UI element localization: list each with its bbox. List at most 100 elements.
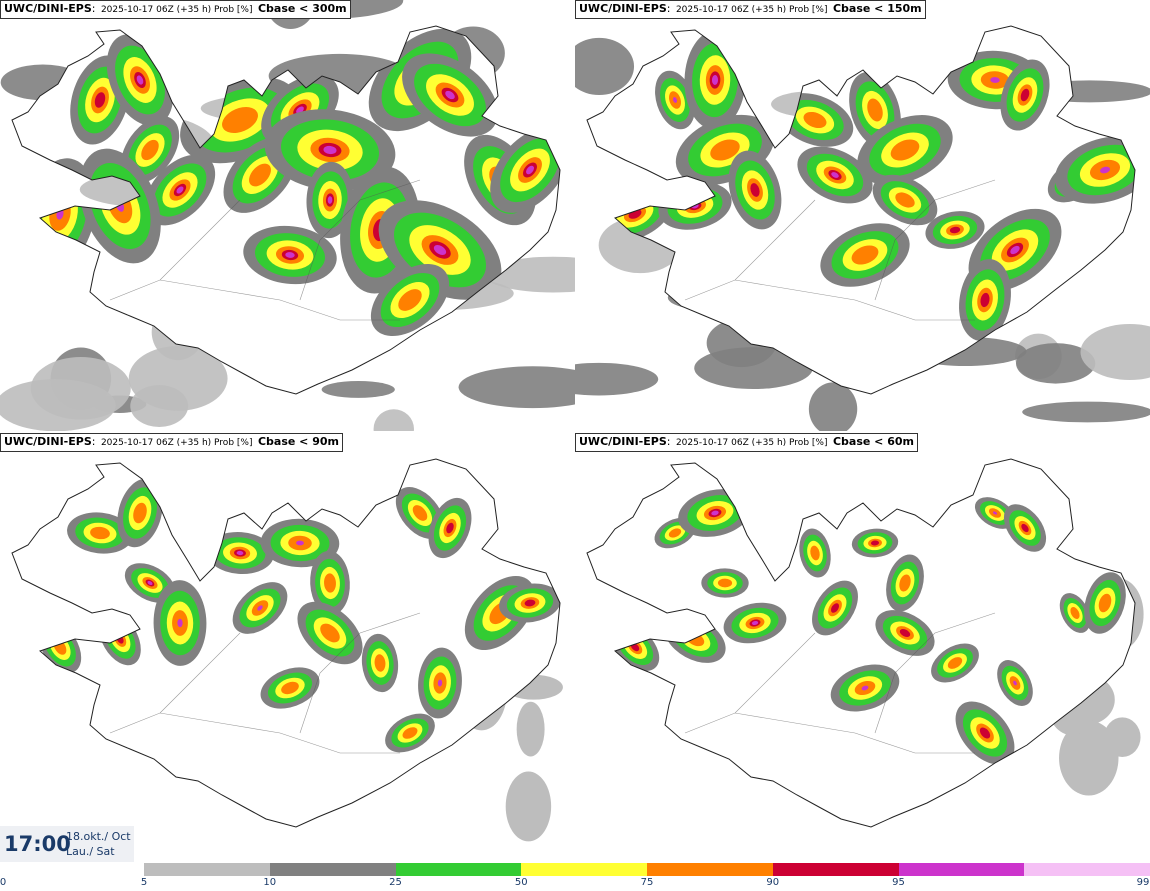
colorbar-segment xyxy=(898,863,1025,876)
prob-band xyxy=(433,245,447,255)
prob-band xyxy=(524,599,536,607)
ocean-prob-cell xyxy=(1015,343,1096,384)
prob-band xyxy=(90,526,110,540)
prob-band xyxy=(446,522,454,534)
prob-band xyxy=(899,628,911,638)
panel-title: UWC/DINI-EPS: 2025-10-17 06Z (+35 h) Pro… xyxy=(575,433,918,452)
prob-band xyxy=(717,578,733,588)
prob-band xyxy=(257,605,263,611)
prob-band xyxy=(861,685,869,691)
probability-map xyxy=(11,458,563,842)
panel-title: UWC/DINI-EPS: 2025-10-17 06Z (+35 h) Pro… xyxy=(575,0,926,19)
prob-band xyxy=(133,502,147,524)
prob-band xyxy=(830,603,840,613)
valid-time-box: 17:00 18.okt./ Oct Lau./ Sat xyxy=(0,826,134,862)
prob-band xyxy=(947,657,963,669)
ocean-prob-cell xyxy=(373,409,414,431)
ocean-prob-cell xyxy=(458,366,575,409)
prob-band xyxy=(980,292,990,308)
prob-band xyxy=(992,511,998,515)
prob-band xyxy=(327,196,333,204)
coastline xyxy=(586,25,1136,395)
prob-band xyxy=(899,574,911,592)
colorbar-tick-label: 90 xyxy=(766,877,780,888)
prob-band xyxy=(141,139,159,161)
prob-band xyxy=(710,139,740,161)
colorbar-tick-label: 95 xyxy=(892,877,905,888)
prob-band xyxy=(249,163,271,187)
prob-band xyxy=(323,145,337,155)
prob-band xyxy=(1021,523,1029,533)
prob-band xyxy=(402,727,418,739)
prob-band xyxy=(526,165,534,175)
prob-band xyxy=(711,75,719,85)
valid-date: 18.okt./ Oct xyxy=(66,830,131,843)
prob-band xyxy=(1010,245,1020,255)
prob-band xyxy=(222,107,258,133)
road-lines xyxy=(109,179,421,321)
prob-band xyxy=(711,510,719,516)
valid-time: 17:00 xyxy=(4,832,71,856)
prob-band xyxy=(668,528,682,538)
colorbar-segment xyxy=(772,863,899,876)
ocean-prob-cell xyxy=(808,382,858,431)
prob-band xyxy=(870,540,880,546)
prob-band xyxy=(320,623,340,643)
prob-band xyxy=(1099,166,1111,174)
road-lines xyxy=(684,612,996,754)
prob-band xyxy=(979,727,991,739)
ocean-prob-cell xyxy=(575,362,659,396)
prob-band xyxy=(1098,593,1112,613)
prob-band xyxy=(890,139,920,161)
ocean-prob-cell xyxy=(128,346,228,411)
prob-band xyxy=(867,98,883,122)
prob-band xyxy=(831,172,839,178)
colorbar-segment xyxy=(395,863,522,876)
prob-band xyxy=(281,681,299,695)
prob-band xyxy=(437,679,443,687)
prob-band xyxy=(176,186,184,194)
ocean-prob-cell xyxy=(575,37,635,95)
colorbar-tick-label: 25 xyxy=(389,877,402,888)
colorbar-tick-label: 99 xyxy=(1136,877,1150,888)
prob-band xyxy=(750,183,760,197)
prob-band xyxy=(147,581,153,585)
prob-band xyxy=(810,545,820,561)
probability-map xyxy=(0,0,575,431)
panel-title: UWC/DINI-EPS: 2025-10-17 06Z (+35 h) Pro… xyxy=(0,433,343,452)
land-area xyxy=(587,459,1135,827)
map-panel-150m: UWC/DINI-EPS: 2025-10-17 06Z (+35 h) Pro… xyxy=(575,0,1150,431)
prob-band xyxy=(285,252,295,258)
prob-band xyxy=(412,505,428,521)
prob-band xyxy=(445,90,455,100)
colorbar-segment xyxy=(647,863,773,876)
prob-band xyxy=(673,97,677,103)
colorbar-tick-label: 75 xyxy=(640,877,654,888)
prob-band xyxy=(1020,88,1030,102)
colorbar-segment xyxy=(1024,863,1150,876)
probability-map xyxy=(575,25,1150,431)
colorbar-tick-label: 50 xyxy=(514,877,528,888)
colorbar-segment xyxy=(269,863,396,876)
valid-weekday: Lau./ Sat xyxy=(66,845,115,858)
prob-band xyxy=(177,618,183,628)
map-panel-90m: UWC/DINI-EPS: 2025-10-17 06Z (+35 h) Pro… xyxy=(0,433,575,864)
road-lines xyxy=(684,179,996,321)
prob-band xyxy=(136,75,144,85)
prob-band xyxy=(851,245,879,265)
ocean-prob-cell xyxy=(1022,401,1150,423)
prob-band xyxy=(990,77,1000,83)
ocean-prob-cell xyxy=(1059,720,1119,796)
ocean-prob-cell xyxy=(516,701,545,757)
colorbar-segment xyxy=(144,863,270,876)
map-panel-60m: UWC/DINI-EPS: 2025-10-17 06Z (+35 h) Pro… xyxy=(575,433,1150,864)
prob-band xyxy=(803,111,827,129)
ocean-prob-cell xyxy=(1104,717,1141,758)
panel-title: UWC/DINI-EPS: 2025-10-17 06Z (+35 h) Pro… xyxy=(0,0,351,19)
ocean-prob-cell xyxy=(0,379,116,431)
prob-band xyxy=(94,92,106,108)
coastline xyxy=(11,458,561,828)
road-lines xyxy=(109,612,421,754)
prob-band xyxy=(296,540,304,546)
prob-band xyxy=(1013,680,1017,686)
